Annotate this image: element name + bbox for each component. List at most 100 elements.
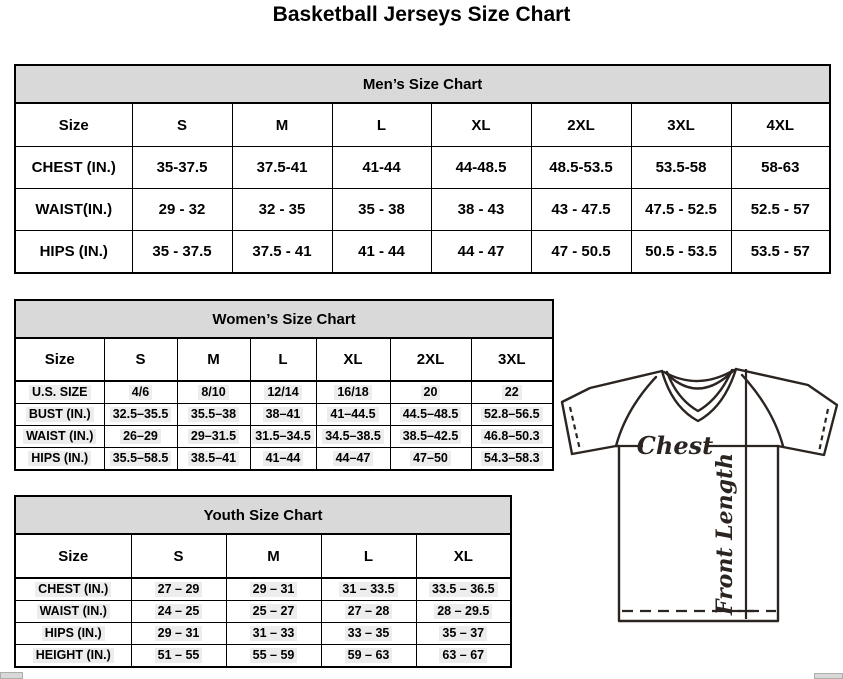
cell: 29 - 32 bbox=[131, 188, 233, 231]
cell: 35.5–38 bbox=[176, 403, 251, 426]
jersey-diagram: Chest Front Length bbox=[560, 367, 839, 623]
scrollbar-fragment-left[interactable] bbox=[0, 672, 23, 679]
youth-col-header: S bbox=[130, 533, 227, 579]
cell: 35-37.5 bbox=[131, 146, 233, 189]
table-row: WAIST (IN.) 24 – 25 25 – 27 27 – 28 28 –… bbox=[14, 600, 512, 623]
cell: 47.5 - 52.5 bbox=[630, 188, 732, 231]
mens-size-chart-table: Men’s Size Chart Size S M L XL 2XL 3XL 4… bbox=[14, 64, 832, 274]
row-label: WAIST (IN.) bbox=[14, 425, 105, 448]
womens-col-header: 2XL bbox=[389, 337, 472, 382]
womens-chart-title: Women’s Size Chart bbox=[14, 299, 554, 339]
cell: 27 – 29 bbox=[130, 577, 227, 601]
cell: 4/6 bbox=[103, 380, 178, 404]
row-label: WAIST (IN.) bbox=[14, 600, 132, 623]
mens-col-header: L bbox=[331, 102, 432, 147]
cell: 31.5–34.5 bbox=[249, 425, 317, 448]
table-row: HIPS (IN.) 29 – 31 31 – 33 33 – 35 35 – … bbox=[14, 622, 512, 645]
cell: 59 – 63 bbox=[320, 644, 417, 668]
cell: 35 - 38 bbox=[331, 188, 432, 231]
youth-col-header: XL bbox=[415, 533, 512, 579]
cell: 29 – 31 bbox=[130, 622, 227, 645]
cell: 32 - 35 bbox=[231, 188, 333, 231]
mens-col-header: 4XL bbox=[730, 102, 831, 147]
cell: 31 – 33 bbox=[225, 622, 322, 645]
scrollbar-fragment-right[interactable] bbox=[814, 673, 843, 679]
cell: 33 – 35 bbox=[320, 622, 417, 645]
row-label: CHEST (IN.) bbox=[14, 146, 133, 189]
cell: 33.5 – 36.5 bbox=[415, 577, 512, 601]
womens-col-header: 3XL bbox=[470, 337, 554, 382]
row-label: HIPS (IN.) bbox=[14, 622, 132, 645]
youth-col-header: L bbox=[320, 533, 417, 579]
row-label: WAIST(IN.) bbox=[14, 188, 133, 231]
cell: 53.5-58 bbox=[630, 146, 732, 189]
jersey-collar-band2 bbox=[664, 369, 735, 390]
chest-label: Chest bbox=[637, 431, 713, 460]
womens-col-header: S bbox=[103, 337, 178, 382]
cell: 32.5–35.5 bbox=[103, 403, 178, 426]
row-label: HIPS (IN.) bbox=[14, 230, 133, 274]
mens-col-header: S bbox=[131, 102, 233, 147]
row-label: BUST (IN.) bbox=[14, 403, 105, 426]
jersey-outline bbox=[560, 367, 839, 623]
cell: 25 – 27 bbox=[225, 600, 322, 623]
cell: 22 bbox=[470, 380, 554, 404]
cell: 29 – 31 bbox=[225, 577, 322, 601]
jersey-collar-band1 bbox=[662, 368, 736, 383]
cell: 24 – 25 bbox=[130, 600, 227, 623]
cell: 41–44.5 bbox=[315, 403, 391, 426]
cell: 41 - 44 bbox=[331, 230, 432, 274]
row-label: HEIGHT (IN.) bbox=[14, 644, 132, 668]
cell: 29–31.5 bbox=[176, 425, 251, 448]
jersey-cuff-dash-right bbox=[817, 408, 830, 453]
jersey-sleeve-seam-right bbox=[740, 373, 785, 448]
mens-col-header: Size bbox=[14, 102, 133, 147]
cell: 16/18 bbox=[315, 380, 391, 404]
cell: 34.5–38.5 bbox=[315, 425, 391, 448]
mens-col-header: M bbox=[231, 102, 333, 147]
cell: 55 – 59 bbox=[225, 644, 322, 668]
cell: 27 – 28 bbox=[320, 600, 417, 623]
table-row: HIPS (IN.) 35 - 37.5 37.5 - 41 41 - 44 4… bbox=[14, 230, 831, 274]
cell: 41–44 bbox=[249, 447, 317, 471]
youth-col-header: Size bbox=[14, 533, 132, 579]
cell: 52.8–56.5 bbox=[470, 403, 554, 426]
page-title: Basketball Jerseys Size Chart bbox=[272, 3, 571, 26]
cell: 44 - 47 bbox=[430, 230, 532, 274]
jersey-cuff-dash-left bbox=[568, 406, 582, 451]
cell: 63 – 67 bbox=[415, 644, 512, 668]
cell: 52.5 - 57 bbox=[730, 188, 831, 231]
cell: 28 – 29.5 bbox=[415, 600, 512, 623]
row-label: U.S. SIZE bbox=[14, 380, 105, 404]
cell: 38.5–42.5 bbox=[389, 425, 472, 448]
cell: 43 - 47.5 bbox=[530, 188, 632, 231]
table-row: CHEST (IN.) 35-37.5 37.5-41 41-44 44-48.… bbox=[14, 146, 831, 189]
jersey-collar-inner bbox=[665, 368, 734, 413]
table-row: HEIGHT (IN.) 51 – 55 55 – 59 59 – 63 63 … bbox=[14, 644, 512, 668]
cell: 35.5–58.5 bbox=[103, 447, 178, 471]
womens-col-header: XL bbox=[315, 337, 391, 382]
cell: 20 bbox=[389, 380, 472, 404]
cell: 12/14 bbox=[249, 380, 317, 404]
womens-col-header: L bbox=[249, 337, 317, 382]
cell: 51 – 55 bbox=[130, 644, 227, 668]
mens-chart-title: Men’s Size Chart bbox=[14, 64, 831, 104]
row-label: CHEST (IN.) bbox=[14, 577, 132, 601]
cell: 37.5 - 41 bbox=[231, 230, 333, 274]
youth-chart-title: Youth Size Chart bbox=[14, 495, 512, 535]
cell: 35 - 37.5 bbox=[131, 230, 233, 274]
mens-col-header: XL bbox=[430, 102, 532, 147]
cell: 38.5–41 bbox=[176, 447, 251, 471]
womens-size-chart-table: Women’s Size Chart Size S M L XL 2XL 3XL… bbox=[14, 299, 555, 471]
mens-col-header: 2XL bbox=[530, 102, 632, 147]
cell: 8/10 bbox=[176, 380, 251, 404]
cell: 53.5 - 57 bbox=[730, 230, 831, 274]
cell: 35 – 37 bbox=[415, 622, 512, 645]
cell: 38–41 bbox=[249, 403, 317, 426]
youth-col-header: M bbox=[225, 533, 322, 579]
cell: 41-44 bbox=[331, 146, 432, 189]
cell: 44-48.5 bbox=[430, 146, 532, 189]
cell: 37.5-41 bbox=[231, 146, 333, 189]
table-row: WAIST (IN.) 26–29 29–31.5 31.5–34.5 34.5… bbox=[14, 425, 554, 448]
cell: 50.5 - 53.5 bbox=[630, 230, 732, 274]
